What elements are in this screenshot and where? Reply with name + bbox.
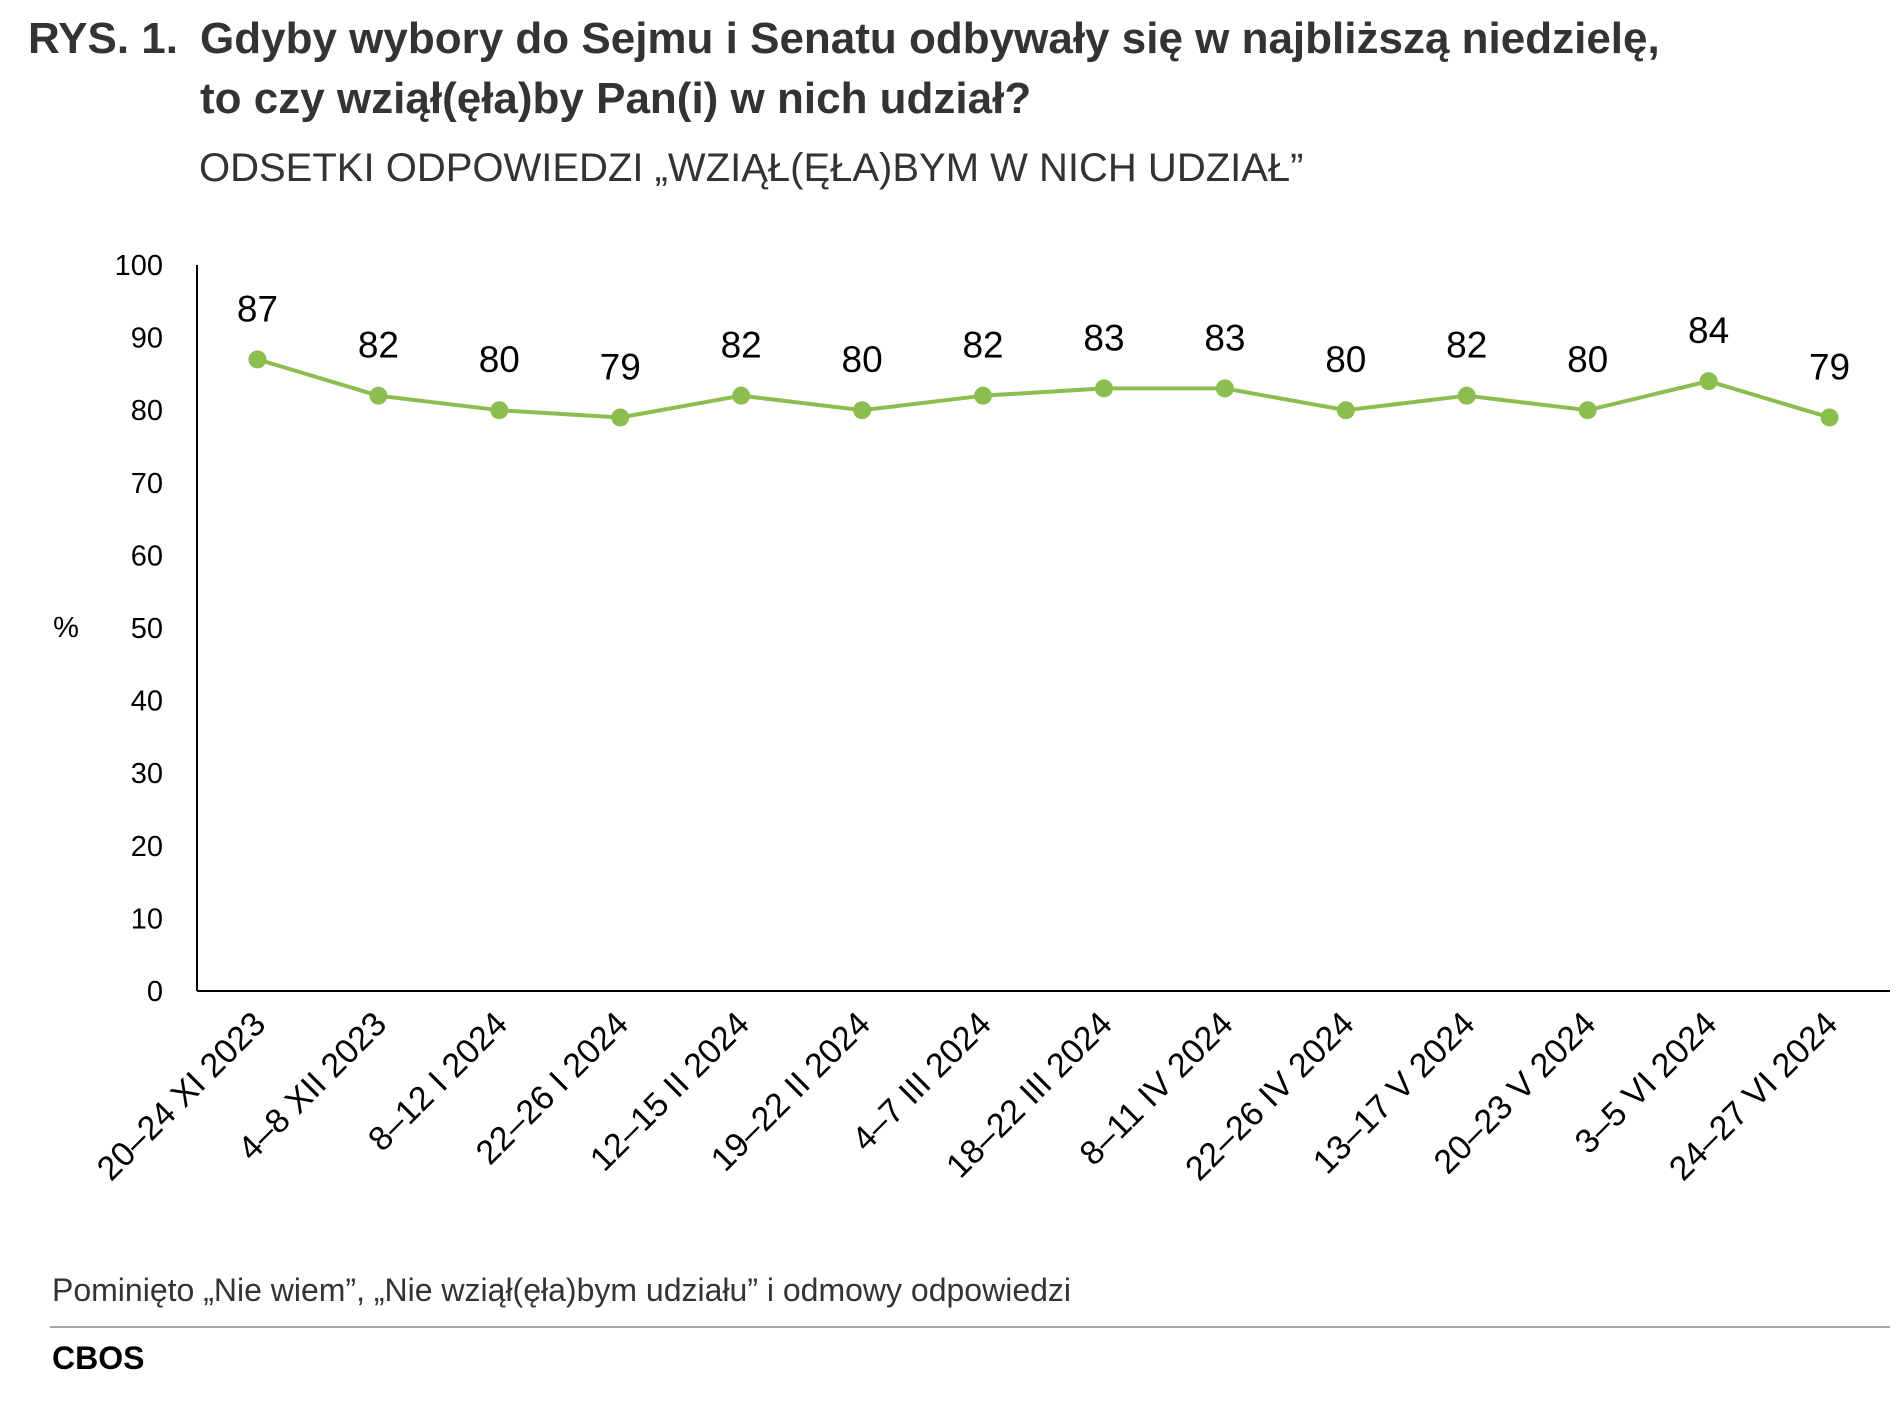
footer-divider: [50, 1326, 1890, 1328]
y-tick-label: 70: [131, 468, 163, 500]
y-tick-label: 50: [131, 613, 163, 645]
chart-title-line-2: to czy wziął(ęła)by Pan(i) w nich udział…: [200, 74, 1032, 123]
footnote: Pominięto „Nie wiem”, „Nie wziął(ęła)bym…: [52, 1272, 1072, 1308]
chart-subtitle: ODSETKI ODPOWIEDZI „WZIĄŁ(ĘŁA)BYM W NICH…: [199, 146, 1304, 190]
y-tick-label: 60: [131, 540, 163, 572]
data-label: 80: [1325, 339, 1366, 380]
y-axis-label: %: [53, 612, 79, 644]
y-tick-label: 80: [131, 395, 163, 427]
data-label: 80: [1567, 339, 1608, 380]
data-point: [1094, 379, 1113, 398]
data-point: [1336, 401, 1355, 420]
source-label: CBOS: [52, 1340, 145, 1376]
data-point: [611, 408, 630, 427]
data-label: 83: [1204, 317, 1245, 358]
data-point: [490, 401, 509, 420]
data-label: 80: [479, 339, 520, 380]
data-point: [1215, 379, 1234, 398]
data-label: 82: [721, 325, 762, 366]
data-point: [1820, 408, 1839, 427]
data-point: [1457, 386, 1476, 405]
data-point: [369, 386, 388, 405]
series-line: [256, 357, 1831, 420]
data-label: 87: [237, 288, 278, 329]
data-point: [732, 386, 751, 405]
y-tick-label: 0: [147, 976, 163, 1008]
y-tick-label: 30: [131, 758, 163, 790]
y-tick-label: 100: [115, 250, 163, 282]
data-label: 82: [962, 325, 1003, 366]
y-tick-label: 40: [131, 686, 163, 718]
x-tick-label: 20–24 XI 2023: [90, 1005, 273, 1188]
data-label: 82: [358, 325, 399, 366]
data-point: [248, 350, 267, 369]
y-tick-label: 10: [131, 903, 163, 935]
y-tick-label: 20: [131, 831, 163, 863]
y-tick-label: 90: [131, 323, 163, 355]
data-label: 83: [1083, 317, 1124, 358]
chart-title-prefix: RYS. 1.: [28, 14, 178, 63]
chart-title-line-1: Gdyby wybory do Sejmu i Senatu odbywały …: [200, 14, 1660, 63]
data-label: 82: [1446, 325, 1487, 366]
data-point: [1699, 372, 1718, 391]
data-point: [974, 386, 993, 405]
data-point: [853, 401, 872, 420]
data-label: 80: [842, 339, 883, 380]
data-point: [1578, 401, 1597, 420]
data-label: 84: [1688, 310, 1729, 351]
data-label: 79: [1809, 346, 1850, 387]
data-label: 79: [600, 346, 641, 387]
